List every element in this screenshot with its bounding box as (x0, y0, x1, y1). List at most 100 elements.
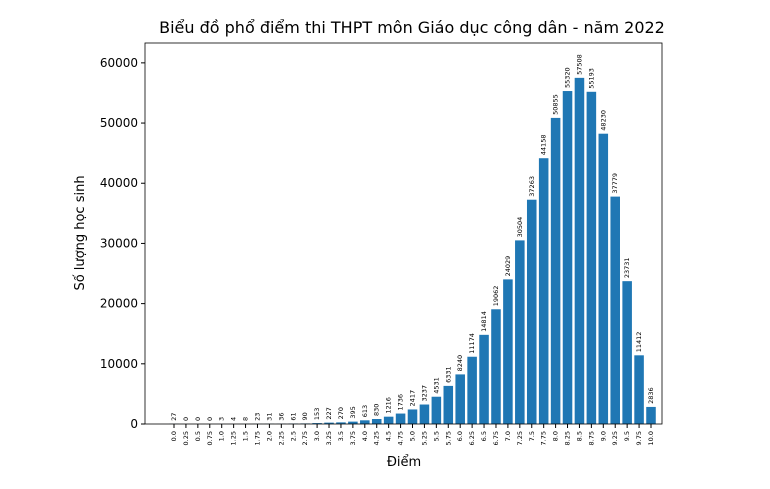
bar (455, 374, 465, 424)
value-label: 90 (301, 412, 309, 420)
x-tick-label: 3.25 (325, 431, 333, 445)
bar (646, 407, 656, 424)
x-tick-label: 9.25 (611, 431, 619, 445)
x-tick-label: 8.25 (564, 431, 572, 445)
y-tick-label: 0 (130, 417, 138, 431)
value-label: 14814 (480, 311, 488, 332)
value-label: 23731 (623, 257, 631, 278)
value-label: 0 (206, 417, 214, 421)
y-tick-label: 60000 (100, 56, 138, 70)
value-label: 1216 (385, 397, 393, 414)
x-tick-label: 5.75 (444, 431, 452, 445)
x-tick-label: 0.25 (182, 431, 190, 445)
value-label: 57508 (575, 54, 583, 75)
bar (467, 357, 477, 424)
x-axis-label: Điểm (387, 455, 421, 470)
value-label: 4531 (432, 377, 440, 394)
bar (527, 200, 537, 424)
bar (360, 420, 370, 424)
x-tick-label: 0.5 (194, 431, 202, 441)
bar (610, 197, 620, 424)
x-tick-label: 1.5 (242, 431, 250, 441)
x-tick-label: 5.0 (409, 431, 417, 441)
bar (587, 92, 597, 424)
bar (491, 309, 501, 424)
value-label: 3237 (420, 385, 428, 402)
x-tick-label: 1.25 (230, 431, 238, 445)
bar (575, 78, 585, 424)
bar (551, 118, 561, 424)
bar (408, 409, 418, 424)
x-tick-label: 7.5 (528, 431, 536, 441)
x-tick-label: 0.0 (170, 431, 178, 441)
x-tick-label: 2.25 (277, 431, 285, 445)
x-tick-label: 6.5 (480, 431, 488, 441)
value-label: 55320 (564, 67, 572, 88)
value-label: 36 (277, 413, 285, 421)
value-label: 8240 (456, 355, 464, 372)
value-label: 227 (325, 407, 333, 419)
x-tick-label: 9.5 (623, 431, 631, 441)
x-tick-label: 1.0 (218, 431, 226, 441)
x-tick-label: 3.0 (313, 431, 321, 441)
value-label: 44158 (540, 135, 548, 156)
plot-frame (145, 43, 662, 424)
value-label: 1736 (397, 394, 405, 411)
x-tick-label: 3.5 (337, 431, 345, 441)
x-tick-label: 4.25 (373, 431, 381, 445)
bar (432, 397, 442, 424)
value-label: 11174 (468, 333, 476, 354)
x-tick-label: 8.0 (552, 431, 560, 441)
value-label: 19062 (492, 286, 500, 307)
value-label: 270 (337, 407, 345, 419)
value-label: 61 (289, 412, 297, 420)
bar (634, 355, 644, 424)
bar (503, 279, 513, 424)
bar (420, 405, 430, 424)
y-tick-label: 20000 (100, 297, 138, 311)
x-tick-label: 9.0 (599, 431, 607, 441)
value-label: 11412 (635, 332, 643, 353)
x-tick-label: 2.5 (289, 431, 297, 441)
bar (372, 419, 382, 424)
x-tick-label: 5.5 (432, 431, 440, 441)
x-tick-label: 10.0 (647, 431, 655, 445)
x-tick-label: 8.75 (587, 431, 595, 445)
value-label: 8 (242, 417, 250, 421)
value-label: 23 (253, 413, 261, 421)
value-label: 30504 (516, 217, 524, 238)
x-tick-label: 6.75 (492, 431, 500, 445)
x-tick-label: 4.0 (361, 431, 369, 441)
y-tick-label: 10000 (100, 357, 138, 371)
x-tick-label: 7.25 (516, 431, 524, 445)
y-tick-label: 30000 (100, 236, 138, 250)
y-tick-label: 40000 (100, 176, 138, 190)
x-tick-label: 5.25 (420, 431, 428, 445)
bar (599, 134, 609, 424)
x-tick-label: 9.75 (635, 431, 643, 445)
value-label: 2417 (409, 390, 417, 407)
x-tick-label: 3.75 (349, 431, 357, 445)
bar (479, 335, 489, 424)
x-tick-label: 4.5 (385, 431, 393, 441)
value-label: 27 (170, 413, 178, 421)
x-tick-label: 2.75 (301, 431, 309, 445)
x-tick-label: 2.0 (265, 431, 273, 441)
x-tick-label: 6.25 (468, 431, 476, 445)
y-axis-label: Số lượng học sinh (73, 175, 88, 290)
x-tick-label: 4.75 (397, 431, 405, 445)
value-label: 6331 (444, 366, 452, 383)
y-tick-label: 50000 (100, 116, 138, 130)
bar (515, 240, 525, 424)
x-tick-label: 7.75 (540, 431, 548, 445)
bar (396, 414, 406, 424)
bar (622, 281, 632, 424)
value-label: 48230 (599, 110, 607, 131)
x-tick-label: 6.0 (456, 431, 464, 441)
bar (444, 386, 454, 424)
value-label: 613 (361, 405, 369, 417)
value-label: 153 (313, 408, 321, 420)
bar (563, 91, 573, 424)
value-label: 4 (230, 417, 238, 421)
